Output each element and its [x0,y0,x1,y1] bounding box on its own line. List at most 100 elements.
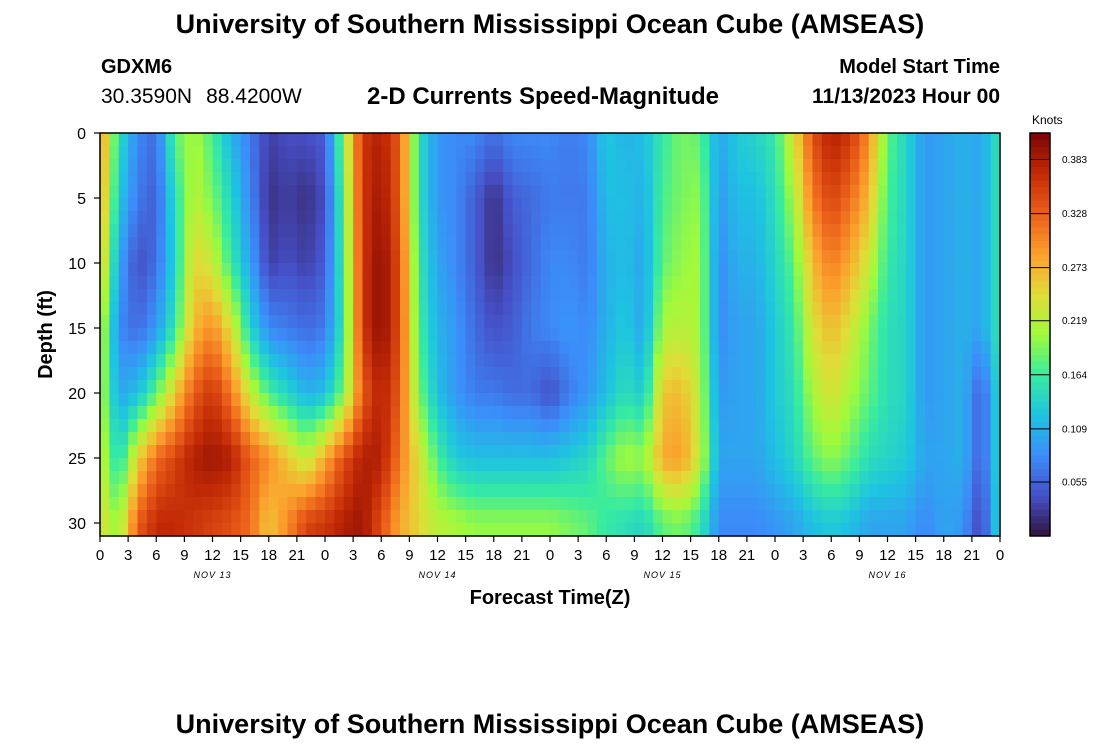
heatmap-cell [906,367,917,381]
colorbar-segment [1030,227,1050,235]
heatmap-cell [690,341,701,355]
heatmap-cell [521,237,532,251]
heatmap-cell [287,458,298,472]
heatmap-cell [296,380,307,394]
heatmap-cell [812,432,823,446]
heatmap-cell [953,146,964,160]
heatmap-cell [193,406,204,420]
heatmap-cell [175,172,185,186]
heatmap-cell [709,224,720,238]
heatmap-cell [962,380,973,394]
x-tick-label: 0 [321,547,329,564]
heatmap-cell [390,328,401,342]
heatmap-cell [596,276,607,290]
heatmap-cell [259,159,270,173]
heatmap-cell [221,302,232,316]
page-title: University of Southern Mississippi Ocean… [175,9,925,39]
heatmap-cell [850,159,860,173]
heatmap-cell [775,419,785,433]
heatmap-cell [409,211,420,225]
heatmap-cell [550,224,560,238]
y-tick-label: 20 [68,386,86,403]
heatmap-cell [793,211,804,225]
heatmap-cell [353,198,364,212]
heatmap-cell [456,224,467,238]
heatmap-cell [296,341,307,355]
heatmap-cell [709,497,720,511]
heatmap-cell [156,406,167,420]
heatmap-cell [559,159,570,173]
heatmap-cell [681,432,692,446]
heatmap-cell [700,172,710,186]
heatmap-cell [784,419,795,433]
heatmap-cell [193,328,204,342]
heatmap-cell [718,367,729,381]
heatmap-cell [709,198,720,212]
heatmap-cell [156,198,167,212]
heatmap-cell [896,133,907,147]
x-tick-label: 0 [771,547,779,564]
heatmap-cell [325,211,335,225]
heatmap-cell [756,484,767,498]
heatmap-cell [175,523,185,537]
heatmap-cell [334,380,345,394]
heatmap-cell [109,211,120,225]
heatmap-cell [221,237,232,251]
heatmap-cell [278,523,289,537]
heatmap-cell [662,250,673,264]
heatmap-cell [456,393,467,407]
heatmap-cell [784,523,795,537]
heatmap-cell [868,393,879,407]
heatmap-cell [343,497,354,511]
heatmap-cell [831,146,842,160]
heatmap-cell [381,224,392,238]
heatmap-cell [259,471,270,485]
heatmap-cell [371,458,382,472]
heatmap-cell [653,393,664,407]
heatmap-cell [184,328,195,342]
heatmap-cell [634,289,645,303]
heatmap-cell [812,471,823,485]
heatmap-cell [371,432,382,446]
heatmap-cell [915,146,926,160]
heatmap-cell [343,302,354,316]
heatmap-cell [690,380,701,394]
heatmap-cell [100,341,110,355]
heatmap-cell [456,419,467,433]
heatmap-cell [690,198,701,212]
heatmap-cell [193,172,204,186]
heatmap-cell [165,419,176,433]
heatmap-cell [268,471,279,485]
heatmap-cell [671,419,682,433]
heatmap-cell [503,302,514,316]
heatmap-cell [587,367,598,381]
heatmap-cell [915,302,926,316]
heatmap-cell [493,419,504,433]
heatmap-cell [971,198,982,212]
heatmap-cell [437,224,448,238]
heatmap-cell [146,523,157,537]
heatmap-cell [925,471,935,485]
heatmap-cell [221,263,232,277]
x-tick-label: 21 [289,547,306,564]
heatmap-cell [943,315,954,329]
heatmap-cell [671,289,682,303]
heatmap-cell [690,484,701,498]
heatmap-cell [156,146,167,160]
heatmap-cell [962,354,973,368]
heatmap-cell [606,510,617,524]
heatmap-cell [343,367,354,381]
heatmap-cell [193,432,204,446]
heatmap-cell [606,523,617,537]
heatmap-cell [268,276,279,290]
heatmap-cell [700,328,710,342]
heatmap-cell [381,328,392,342]
heatmap-cell [381,406,392,420]
heatmap-cell [587,393,598,407]
heatmap-cell [334,172,345,186]
x-date-label: NOV 13 [193,570,231,580]
heatmap-cell [962,315,973,329]
heatmap-cell [175,198,185,212]
heatmap-cell [596,341,607,355]
heatmap-cell [559,380,570,394]
